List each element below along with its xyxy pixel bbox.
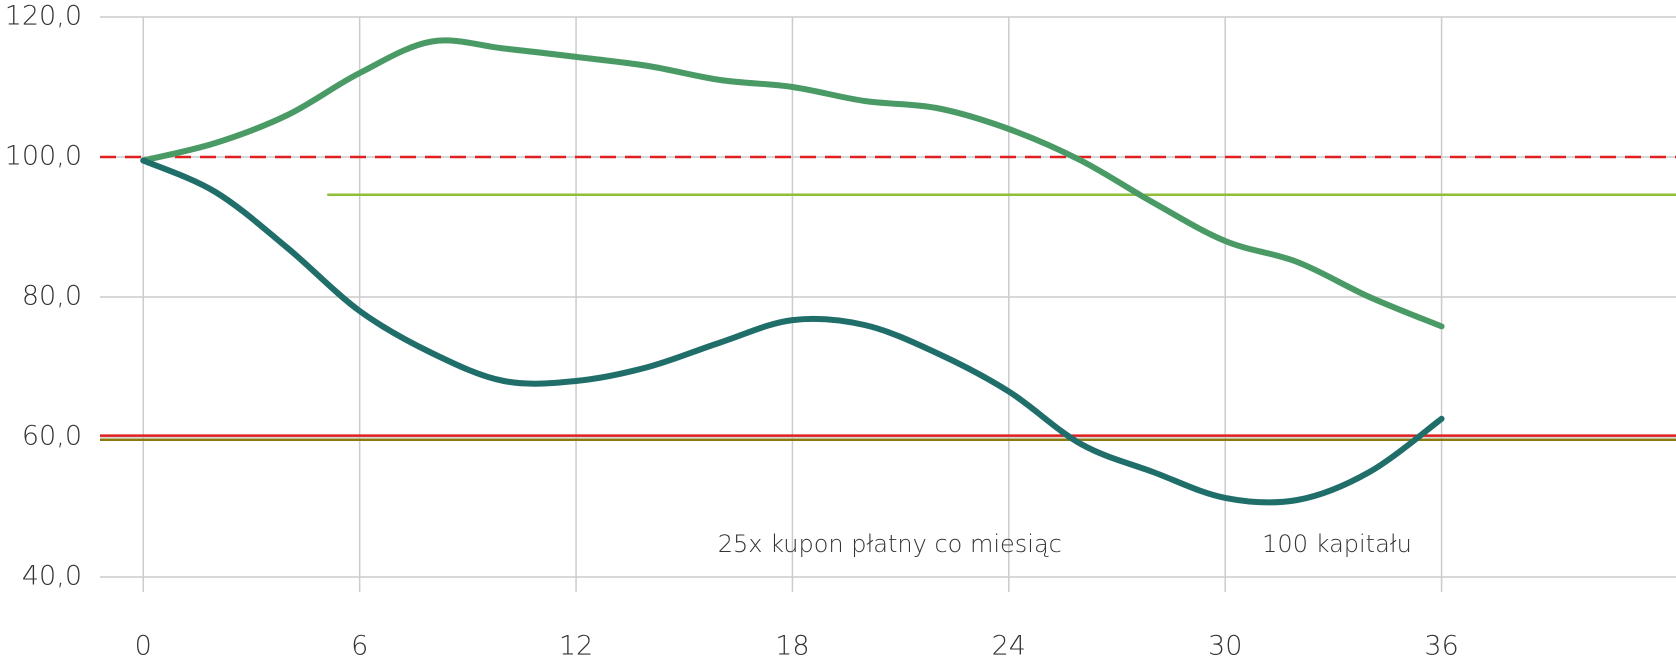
annotation: 100 kapitału: [1262, 530, 1412, 558]
y-tick-label: 100,0: [5, 141, 82, 172]
x-tick-label: 0: [135, 631, 152, 659]
annotation: 25x kupon płatny co miesiąc: [718, 530, 1062, 558]
x-tick-label: 12: [559, 631, 593, 659]
x-tick-label: 6: [351, 631, 368, 659]
x-tick-label: 30: [1208, 631, 1242, 659]
x-tick-label: 18: [775, 631, 809, 659]
y-tick-label: 40,0: [22, 561, 82, 592]
series-line: [140, 157, 1445, 506]
y-tick-label: 60,0: [22, 421, 82, 452]
x-tick-label: 36: [1424, 631, 1458, 659]
y-tick-label: 80,0: [22, 281, 82, 312]
series-line: [140, 37, 1445, 330]
y-tick-label: 120,0: [5, 1, 82, 32]
x-tick-label: 24: [992, 631, 1026, 659]
